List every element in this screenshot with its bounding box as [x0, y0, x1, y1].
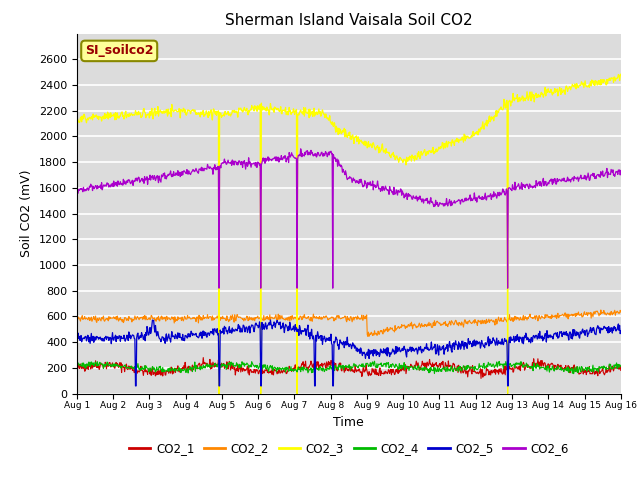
CO2_4: [73, 362, 81, 368]
CO2_5: [484, 338, 492, 344]
CO2_6: [617, 168, 625, 173]
X-axis label: Time: Time: [333, 416, 364, 429]
Line: CO2_6: CO2_6: [77, 149, 621, 288]
Line: CO2_2: CO2_2: [77, 310, 621, 336]
CO2_1: [484, 367, 492, 372]
Line: CO2_1: CO2_1: [77, 358, 621, 378]
CO2_2: [483, 319, 491, 325]
CO2_2: [364, 334, 372, 339]
CO2_4: [371, 358, 378, 364]
CO2_2: [543, 312, 551, 317]
CO2_2: [461, 317, 468, 323]
CO2_5: [267, 317, 275, 323]
CO2_3: [214, 108, 222, 114]
CO2_5: [307, 330, 314, 336]
CO2_5: [617, 328, 625, 334]
CO2_6: [484, 193, 492, 199]
CO2_3: [215, 391, 223, 396]
CO2_5: [132, 383, 140, 389]
CO2_1: [477, 375, 485, 381]
CO2_6: [73, 190, 81, 195]
CO2_5: [73, 337, 81, 343]
CO2_2: [214, 316, 222, 322]
Line: CO2_5: CO2_5: [77, 320, 621, 386]
Text: SI_soilco2: SI_soilco2: [85, 44, 154, 58]
CO2_5: [544, 332, 552, 338]
CO2_1: [200, 355, 207, 360]
CO2_5: [133, 335, 141, 341]
CO2_4: [617, 363, 625, 369]
CO2_6: [461, 195, 469, 201]
CO2_1: [215, 360, 223, 366]
CO2_6: [215, 285, 223, 291]
CO2_1: [461, 363, 468, 369]
CO2_6: [544, 181, 552, 187]
CO2_3: [306, 106, 314, 112]
CO2_3: [543, 88, 551, 94]
CO2_4: [132, 365, 140, 371]
CO2_3: [132, 110, 140, 116]
Y-axis label: Soil CO2 (mV): Soil CO2 (mV): [20, 170, 33, 257]
Title: Sherman Island Vaisala Soil CO2: Sherman Island Vaisala Soil CO2: [225, 13, 472, 28]
CO2_5: [215, 383, 223, 389]
CO2_1: [617, 368, 625, 373]
CO2_5: [461, 343, 469, 349]
CO2_3: [617, 72, 625, 77]
CO2_1: [544, 362, 552, 368]
CO2_3: [73, 111, 81, 117]
CO2_2: [73, 315, 81, 321]
CO2_2: [132, 317, 140, 323]
CO2_4: [570, 371, 577, 376]
CO2_6: [214, 164, 222, 169]
CO2_1: [306, 362, 314, 368]
CO2_6: [307, 152, 314, 158]
CO2_4: [543, 368, 551, 374]
CO2_6: [297, 146, 305, 152]
CO2_2: [597, 307, 605, 313]
CO2_3: [461, 132, 468, 138]
CO2_4: [305, 367, 313, 373]
CO2_4: [461, 366, 468, 372]
CO2_2: [305, 316, 313, 322]
CO2_4: [483, 362, 491, 368]
CO2_1: [73, 364, 81, 370]
CO2_1: [132, 367, 140, 372]
CO2_4: [214, 361, 222, 367]
Line: CO2_3: CO2_3: [77, 74, 621, 394]
CO2_2: [617, 309, 625, 315]
Line: CO2_4: CO2_4: [77, 361, 621, 373]
CO2_6: [132, 177, 140, 183]
CO2_3: [483, 123, 491, 129]
Legend: CO2_1, CO2_2, CO2_3, CO2_4, CO2_5, CO2_6: CO2_1, CO2_2, CO2_3, CO2_4, CO2_5, CO2_6: [124, 437, 573, 460]
